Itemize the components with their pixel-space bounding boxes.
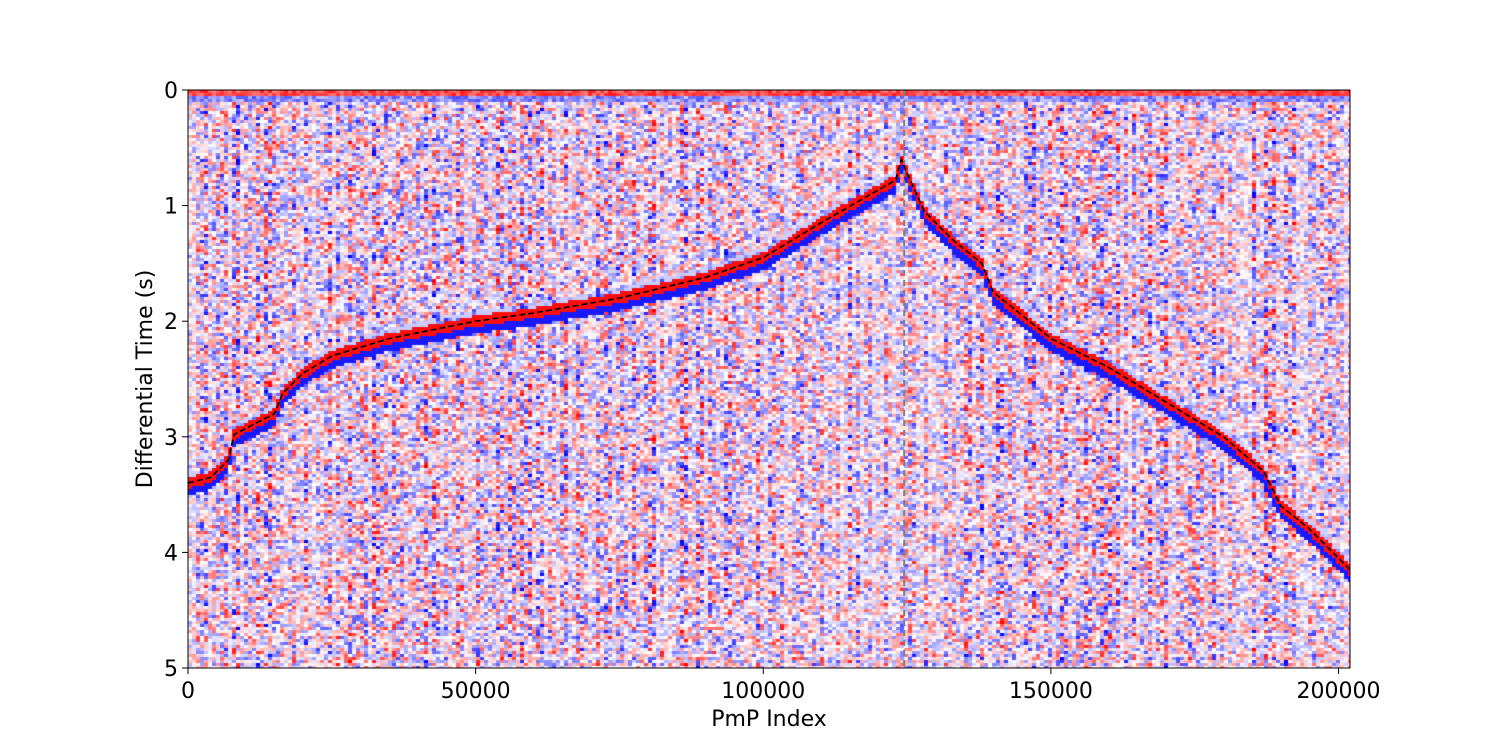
y-tick-label: 2 (164, 310, 178, 335)
y-tick-label: 0 (164, 79, 178, 104)
heatmap-image (188, 90, 1350, 668)
overlay-lines (188, 90, 1350, 668)
x-tick-label: 100000 (721, 679, 805, 704)
y-tick-label: 3 (164, 426, 178, 451)
x-axis-label: PmP Index (711, 707, 827, 732)
x-tick-label: 0 (181, 679, 195, 704)
picked-arrival-line (188, 156, 1350, 571)
y-axis-label: Differential Time (s) (133, 270, 158, 489)
x-tick-label: 50000 (441, 679, 511, 704)
x-axis: 0 50000 100000 150000 200000 (181, 668, 1380, 704)
y-tick-label: 4 (164, 541, 178, 566)
y-tick-label: 1 (164, 195, 178, 220)
x-tick-label: 200000 (1297, 679, 1381, 704)
y-tick-label: 5 (164, 657, 178, 682)
plot-frame (187, 89, 1351, 669)
y-axis: 0 1 2 3 4 5 (164, 79, 188, 682)
x-tick-label: 150000 (1009, 679, 1093, 704)
seismic-heatmap (188, 90, 1350, 668)
